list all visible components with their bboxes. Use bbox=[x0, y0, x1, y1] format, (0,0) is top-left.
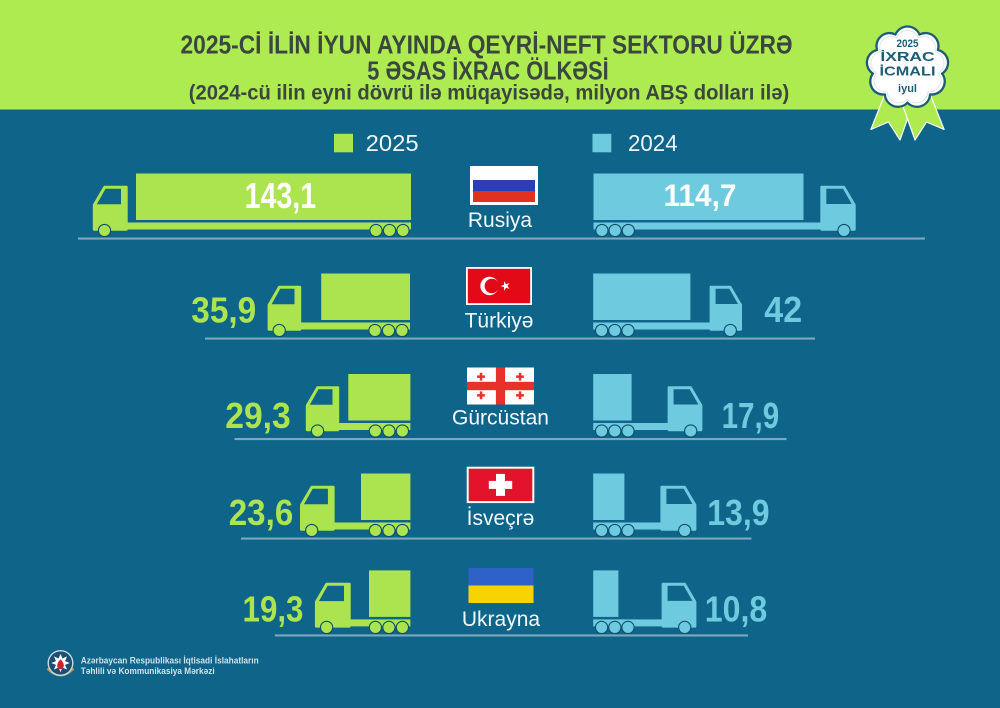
svg-text:2025: 2025 bbox=[897, 38, 919, 50]
svg-text:2025: 2025 bbox=[366, 130, 419, 156]
svg-text:Azərbaycan Respublikası İqtisa: Azərbaycan Respublikası İqtisadi İslahat… bbox=[81, 656, 259, 666]
svg-text:2024: 2024 bbox=[628, 130, 678, 156]
svg-text:17,9: 17,9 bbox=[722, 395, 780, 436]
svg-text:5 ƏSAS İXRAC ÖLKƏSİ: 5 ƏSAS İXRAC ÖLKƏSİ bbox=[367, 55, 609, 85]
svg-text:Türkiyə: Türkiyə bbox=[465, 310, 534, 333]
svg-text:(2024-cü ilin eyni dövrü ilə m: (2024-cü ilin eyni dövrü ilə müqayisədə,… bbox=[189, 80, 790, 104]
svg-text:Təhlili və Kommunikasiya Mərkə: Təhlili və Kommunikasiya Mərkəzi bbox=[81, 666, 215, 676]
svg-text:19,3: 19,3 bbox=[243, 589, 304, 630]
svg-text:Rusiya: Rusiya bbox=[468, 209, 533, 232]
svg-text:29,3: 29,3 bbox=[225, 395, 291, 436]
svg-text:İCMALI: İCMALI bbox=[880, 64, 936, 79]
svg-text:Gürcüstan: Gürcüstan bbox=[452, 407, 549, 430]
svg-text:2025-Cİ İLİN İYUN AYINDA QEYRİ: 2025-Cİ İLİN İYUN AYINDA QEYRİ-NEFT SEKT… bbox=[181, 29, 793, 59]
svg-text:Ukrayna: Ukrayna bbox=[462, 608, 541, 631]
svg-text:İsveçrə: İsveçrə bbox=[467, 507, 535, 530]
svg-text:iyul: iyul bbox=[898, 83, 917, 95]
svg-text:35,9: 35,9 bbox=[191, 290, 256, 331]
svg-text:114,7: 114,7 bbox=[664, 177, 737, 213]
svg-text:42: 42 bbox=[764, 289, 802, 330]
svg-text:İXRAC: İXRAC bbox=[880, 49, 934, 64]
svg-text:23,6: 23,6 bbox=[229, 492, 294, 533]
svg-text:143,1: 143,1 bbox=[245, 175, 317, 216]
svg-text:10,8: 10,8 bbox=[705, 589, 767, 630]
svg-text:13,9: 13,9 bbox=[707, 492, 769, 533]
